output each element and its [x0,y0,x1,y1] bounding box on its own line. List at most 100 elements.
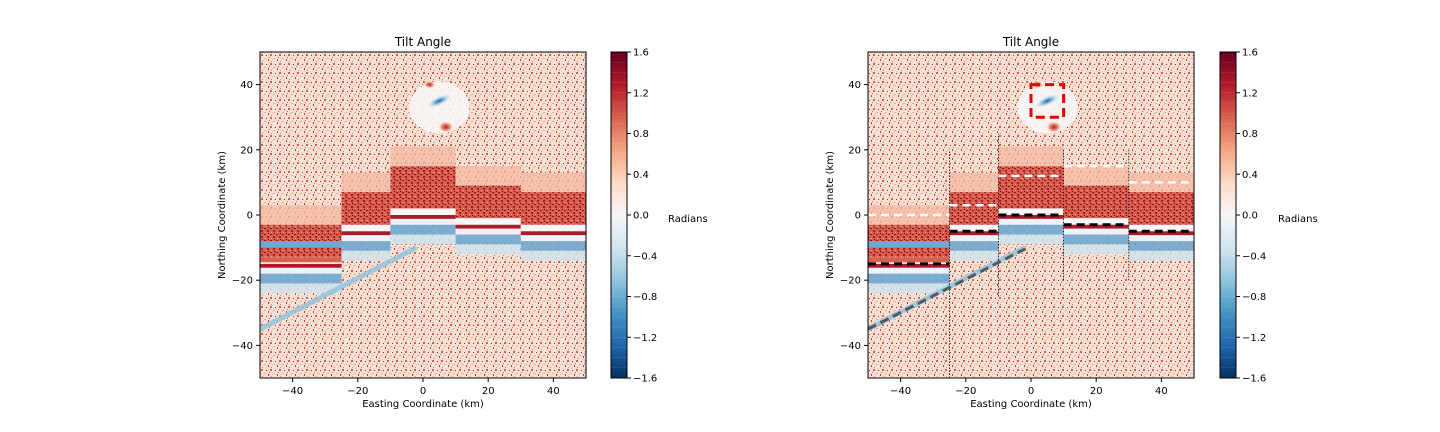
colorbar-tick-label: 1.2 [1242,88,1258,99]
y-tick-label: 40 [848,80,861,91]
block-fringe [520,172,586,193]
x-tick-label: 40 [547,386,560,397]
anomaly-red-box [1029,83,1066,119]
colorbar-tick-label: −1.2 [1242,333,1266,344]
block-fringe [390,146,456,167]
diagonal-lineament [260,245,418,332]
x-tick-label: −40 [890,386,911,397]
colorbar-tick-label: 1.6 [1242,48,1258,59]
block-fringe [998,146,1064,167]
block-blue-fade [1063,244,1129,255]
colorbar-tick-label: 0.8 [1242,129,1258,140]
block-white-seam [341,224,391,232]
y-tick-label: 0 [247,211,253,222]
block-red-band [390,166,456,209]
block-fringe [949,172,999,193]
colorbar-tick-label: −0.4 [1242,251,1266,262]
block-blue-band [868,273,950,284]
anomaly-blue [1034,93,1061,109]
colorbar-label: Radians [1278,214,1318,225]
colorbar-tick-label: −0.4 [633,251,657,262]
colorbar-tick-label: 0.0 [633,211,649,222]
block-blue-band [998,224,1064,235]
colorbar-tick-label: −1.2 [633,333,657,344]
y-tick-label: 20 [240,145,253,156]
block-edge [998,215,1064,219]
block-gap [949,235,999,242]
block-blue-fade [390,234,456,245]
colorbar-tick-label: −0.8 [633,292,657,303]
block-fringe [1063,166,1129,186]
block-red-band [998,166,1064,209]
block-edge [949,231,999,236]
block-white-seam [998,208,1064,215]
block-gap [455,228,521,235]
colorbar-tick-label: 0.8 [633,129,649,140]
anomaly-red-north [423,80,436,89]
colorbar-tick-label: 0.4 [1242,170,1258,181]
colorbar-tick-label: −1.6 [633,374,657,385]
y-tick-label: −20 [840,276,861,287]
block-blue-fade [1128,250,1194,261]
block-left-blue [868,241,950,248]
block-blue-band [949,241,999,251]
colorbar-tick-label: 1.2 [633,88,649,99]
block-edge [1128,231,1194,236]
block-fringe [341,172,391,193]
block-gap [520,235,586,242]
colorbar-tick-label: −1.6 [1242,374,1266,385]
block-blue-band [390,224,456,235]
block-edge [455,224,521,229]
block-blue-band [1128,241,1194,251]
block-blue-fade [998,234,1064,245]
chart-title: Tilt Angle [1002,35,1059,49]
block-red-band [1128,192,1194,225]
block-fringe [260,205,342,225]
x-tick-label: 40 [1155,386,1168,397]
block-white-seam [1063,218,1129,225]
block-gap [341,235,391,242]
y-tick-label: −20 [232,276,253,287]
x-tick-label: 0 [1028,386,1034,397]
chart-panel-2: −40 −20 0 20 40 −40 −20 0 20 40 Tilt Angle Easting … [825,35,1318,410]
block-gap [1128,235,1194,242]
y-tick-label: 0 [855,211,861,222]
anomaly-blue [426,93,453,109]
x-tick-label: 20 [1090,386,1103,397]
block-edge [1063,224,1129,229]
block-blue-fade [520,250,586,261]
block-white-seam [1128,224,1194,232]
colorbar: −1.6 −1.2 −0.8 −0.4 0.0 0.4 0.8 1.2 1.6 Radians [610,48,708,385]
block-left-red [868,257,950,263]
block-blue-fade [341,250,391,261]
block-blue-band [260,273,342,284]
anomaly-red-south [437,120,454,133]
block-red-band [455,185,521,219]
block-red-band [1063,185,1129,219]
chart-title: Tilt Angle [394,35,451,49]
block-blue-band [520,241,586,251]
chart-panel-1: −40 −20 0 20 40 −40 −20 0 20 40 Tilt Angle Easting … [217,35,708,410]
block-gap [998,218,1064,225]
block-white-seam [455,218,521,225]
colorbar-tick-label: 0.0 [1242,211,1258,222]
heatmap-field [260,52,586,378]
block-left-blue [260,241,342,248]
block-blue-fade [260,283,342,294]
x-tick-label: −40 [282,386,303,397]
block-edge [520,231,586,236]
block-edge [341,231,391,236]
interpretation-overlay [868,83,1194,378]
y-tick-label: 40 [240,80,253,91]
block-gap [390,218,456,225]
block-blue-fade [949,250,999,261]
block-red-band [341,192,391,225]
block-edge [390,215,456,219]
x-axis-label: Easting Coordinate (km) [970,399,1092,410]
x-tick-label: −20 [347,386,368,397]
block-red-band [520,192,586,225]
y-tick-label: −40 [840,341,861,352]
block-edge [868,263,950,268]
colorbar-tick-label: 1.6 [633,48,649,59]
